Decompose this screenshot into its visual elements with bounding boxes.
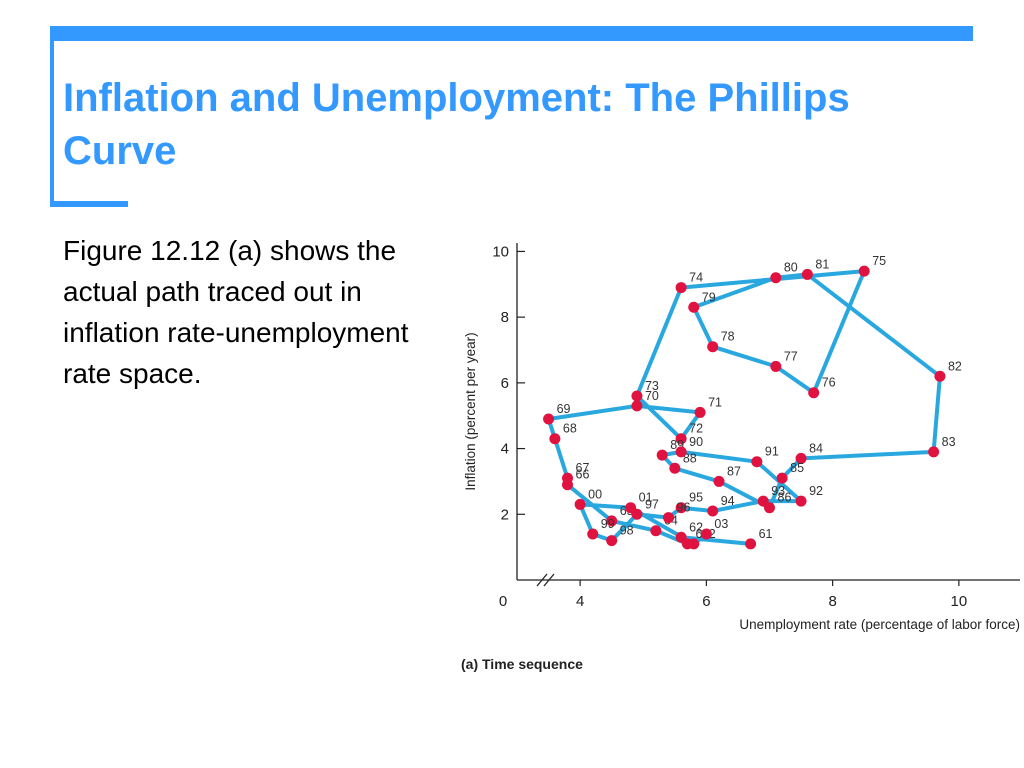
point-label-62: 62 bbox=[689, 520, 703, 534]
data-point-72 bbox=[675, 433, 687, 445]
data-point-79 bbox=[688, 301, 700, 313]
point-label-03: 03 bbox=[714, 517, 728, 531]
y-axis-label: Inflation (percent per year) bbox=[463, 332, 478, 490]
point-label-67: 67 bbox=[576, 461, 590, 475]
x-axis-label: Unemployment rate (percentage of labor f… bbox=[739, 617, 1020, 632]
data-point-85 bbox=[776, 472, 788, 484]
title-accent-bar-left bbox=[50, 26, 54, 206]
point-label-76: 76 bbox=[822, 376, 836, 390]
point-label-75: 75 bbox=[872, 254, 886, 268]
data-point-64 bbox=[650, 525, 662, 537]
point-label-99: 99 bbox=[601, 517, 615, 531]
y-tick-label: 10 bbox=[492, 243, 509, 260]
point-label-90: 90 bbox=[689, 435, 703, 449]
data-point-83 bbox=[928, 446, 940, 458]
data-point-68 bbox=[549, 433, 561, 445]
point-label-77: 77 bbox=[784, 349, 798, 363]
point-label-96: 96 bbox=[677, 501, 691, 515]
y-tick-label: 6 bbox=[501, 375, 509, 392]
data-point-87 bbox=[713, 475, 725, 487]
point-label-82: 82 bbox=[948, 359, 962, 373]
data-point-80 bbox=[770, 272, 782, 284]
data-point-71 bbox=[694, 406, 706, 418]
data-point-75 bbox=[858, 265, 870, 277]
point-label-79: 79 bbox=[702, 290, 716, 304]
point-label-87: 87 bbox=[727, 464, 741, 478]
data-point-73 bbox=[631, 390, 643, 402]
title-accent-bar-bottom bbox=[50, 201, 128, 207]
point-label-61: 61 bbox=[759, 527, 773, 541]
point-label-72: 72 bbox=[689, 422, 703, 436]
point-label-66: 66 bbox=[576, 468, 590, 482]
data-point-88 bbox=[669, 462, 681, 474]
axis-break-mark bbox=[543, 573, 555, 587]
data-point-95 bbox=[675, 502, 687, 514]
y-tick-label: 2 bbox=[501, 506, 509, 523]
point-label-92: 92 bbox=[809, 484, 823, 498]
point-label-84: 84 bbox=[809, 441, 823, 455]
point-label-00: 00 bbox=[588, 487, 602, 501]
data-point-89 bbox=[656, 449, 668, 461]
data-point-70 bbox=[631, 400, 643, 412]
point-label-01: 01 bbox=[639, 491, 653, 505]
point-label-73: 73 bbox=[645, 379, 659, 393]
data-point-90 bbox=[675, 446, 687, 458]
y-tick-label: 4 bbox=[501, 441, 509, 458]
slide-body-text: Figure 12.12 (a) shows the actual path t… bbox=[63, 235, 409, 389]
data-point-94 bbox=[707, 505, 719, 517]
x-tick-label: 6 bbox=[702, 593, 710, 610]
point-label-98: 98 bbox=[620, 524, 634, 538]
data-point-74 bbox=[675, 282, 687, 294]
data-point-67 bbox=[562, 472, 573, 484]
data-point-03 bbox=[700, 528, 712, 540]
data-point-84 bbox=[795, 452, 807, 464]
data-point-81 bbox=[801, 268, 813, 280]
point-label-85: 85 bbox=[790, 461, 804, 475]
point-label-68: 68 bbox=[563, 422, 577, 436]
data-point-76 bbox=[808, 387, 820, 399]
point-label-91: 91 bbox=[765, 445, 779, 459]
data-point-61 bbox=[745, 538, 757, 550]
axis-break-mark bbox=[536, 573, 548, 587]
data-point-69 bbox=[543, 413, 555, 425]
point-label-97: 97 bbox=[645, 497, 659, 511]
data-point-78 bbox=[707, 341, 719, 353]
point-label-81: 81 bbox=[815, 257, 829, 271]
data-point-82 bbox=[934, 370, 946, 382]
series-line bbox=[546, 269, 942, 546]
point-label-71: 71 bbox=[708, 395, 722, 409]
point-label-83: 83 bbox=[942, 435, 956, 449]
data-point-92 bbox=[795, 495, 807, 507]
y-tick-label: 8 bbox=[501, 309, 509, 326]
x-tick-label: 8 bbox=[828, 593, 836, 610]
point-label-78: 78 bbox=[721, 330, 735, 344]
origin-label: 0 bbox=[499, 593, 507, 610]
point-label-69: 69 bbox=[557, 402, 571, 416]
point-label-93: 93 bbox=[771, 484, 785, 498]
chart-caption: (a) Time sequence bbox=[461, 656, 583, 672]
slide-title: Inflation and Unemployment: The Phillips… bbox=[63, 76, 850, 173]
data-point-77 bbox=[770, 360, 782, 372]
data-point-01 bbox=[625, 502, 637, 514]
data-point-93 bbox=[757, 495, 769, 507]
x-tick-label: 10 bbox=[951, 593, 968, 610]
data-point-99 bbox=[587, 528, 599, 540]
point-label-94: 94 bbox=[721, 494, 735, 508]
point-label-86: 86 bbox=[778, 491, 792, 505]
point-label-88: 88 bbox=[683, 451, 697, 465]
point-label-70: 70 bbox=[645, 389, 659, 403]
data-point-65 bbox=[606, 515, 618, 527]
data-point-96 bbox=[663, 512, 674, 524]
point-label-74: 74 bbox=[689, 271, 703, 285]
point-label-80: 80 bbox=[784, 261, 798, 275]
data-point-02 bbox=[688, 538, 700, 550]
data-point-00 bbox=[574, 498, 586, 510]
data-point-91 bbox=[751, 456, 763, 468]
data-point-98 bbox=[606, 535, 618, 547]
title-accent-bar-top bbox=[50, 26, 973, 41]
x-tick-label: 4 bbox=[576, 593, 584, 610]
point-label-95: 95 bbox=[689, 491, 703, 505]
